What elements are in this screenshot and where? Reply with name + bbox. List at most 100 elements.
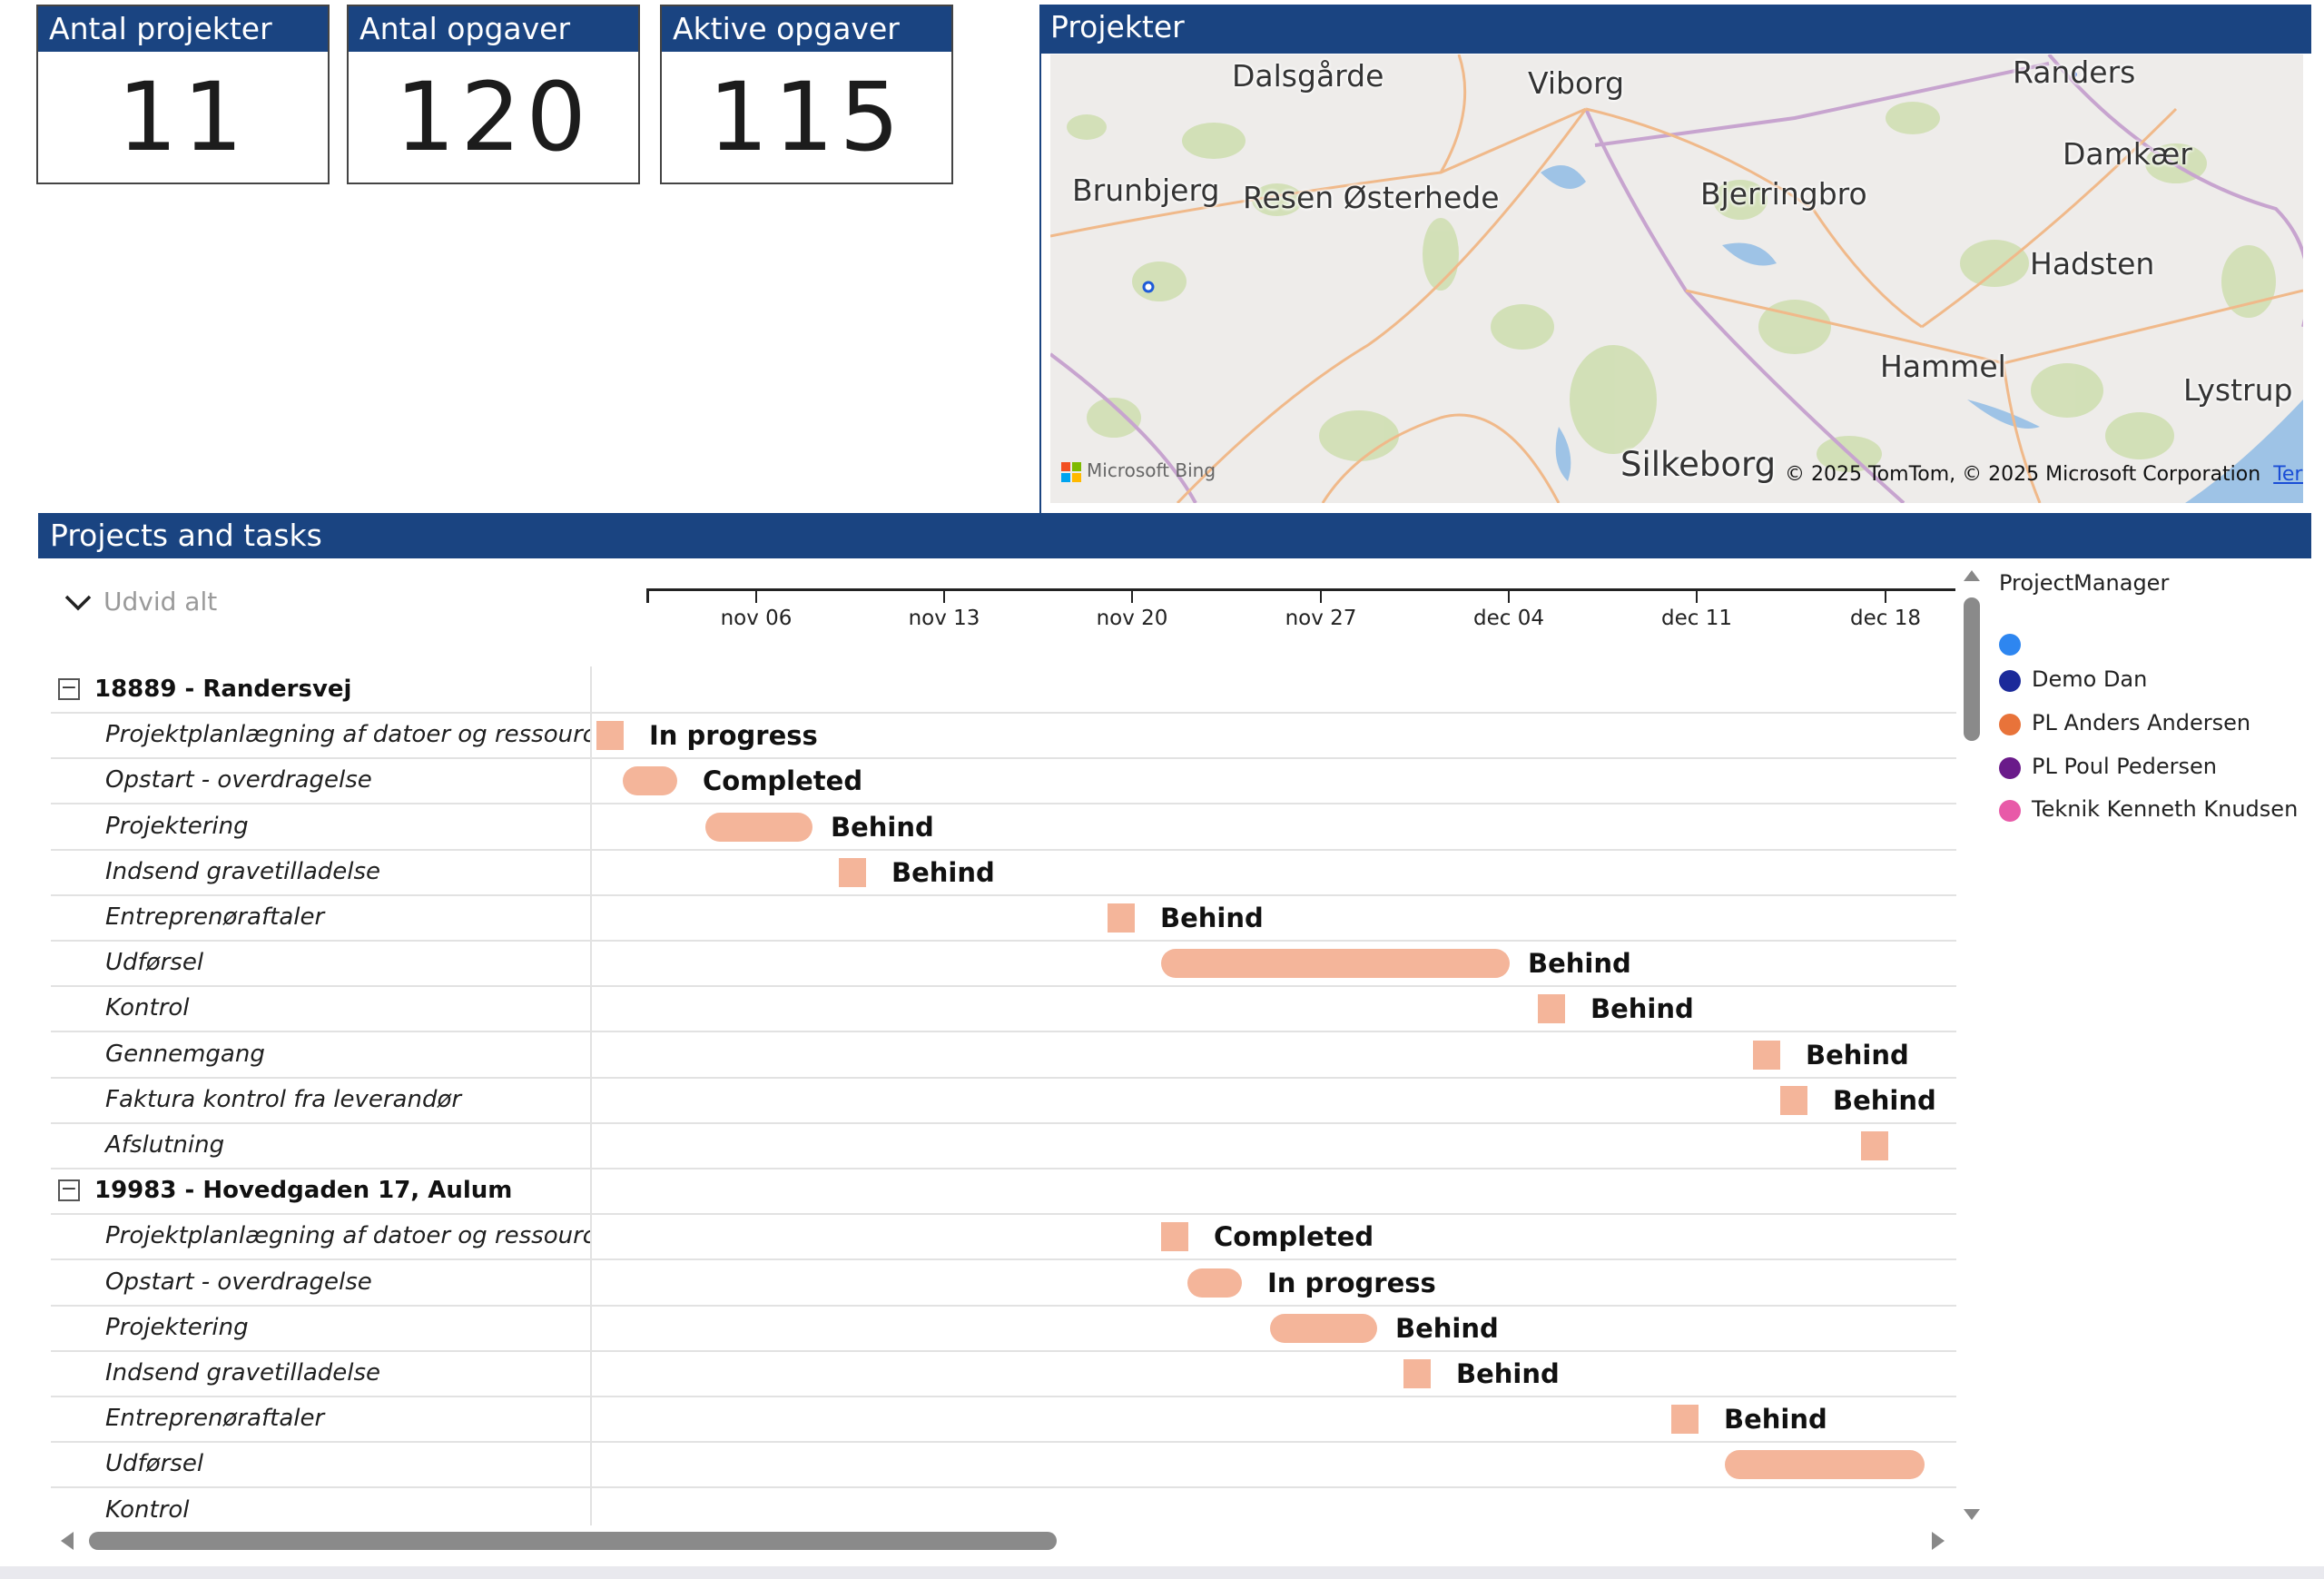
task-row[interactable]: Afslutning: [51, 1122, 1956, 1169]
task-bar[interactable]: [1187, 1268, 1242, 1298]
task-bar[interactable]: [839, 858, 866, 887]
collapse-icon[interactable]: −: [58, 678, 80, 700]
project-name: −19983 - Hovedgaden 17, Aulum: [51, 1168, 592, 1213]
task-row[interactable]: Indsend gravetilladelse Behind: [51, 849, 1956, 896]
task-status-label: In progress: [1267, 1268, 1436, 1298]
map-logo: Microsoft Bing: [1061, 459, 1216, 482]
task-row[interactable]: Projektplanlægning af datoer og ressourc…: [51, 712, 1956, 759]
task-bar[interactable]: [1161, 949, 1510, 978]
map-view[interactable]: Dalsgårde Viborg Randers Brunbjerg Resen…: [1050, 54, 2303, 503]
row-label-text: Projektering: [105, 813, 249, 840]
row-label-text: Entreprenøraftaler: [105, 1405, 325, 1432]
vertical-scrollbar[interactable]: [1962, 567, 1982, 1524]
map-place: Randers: [2013, 54, 2136, 90]
timeline-tick: [755, 588, 757, 603]
row-label-text: Kontrol: [105, 1496, 190, 1524]
task-bar[interactable]: [1753, 1041, 1780, 1070]
task-status-label: Behind: [891, 857, 995, 888]
task-row[interactable]: Projektering Behind: [51, 804, 1956, 851]
task-row[interactable]: Opstart - overdragelse In progress: [51, 1259, 1956, 1307]
task-row[interactable]: Opstart - overdragelse Completed: [51, 757, 1956, 804]
task-name: Entreprenøraftaler: [51, 894, 592, 940]
timeline-axis: [646, 588, 1955, 591]
task-bar[interactable]: [1108, 903, 1135, 933]
timeline-tick: [1696, 588, 1698, 603]
task-row[interactable]: Indsend gravetilladelse Behind: [51, 1350, 1956, 1397]
task-bar[interactable]: [1270, 1314, 1377, 1343]
project-row[interactable]: −19983 - Hovedgaden 17, Aulum: [51, 1168, 1956, 1215]
timeline-tick-label: nov 27: [1285, 607, 1357, 630]
map-terms-link[interactable]: Terms: [2273, 463, 2303, 486]
expand-all-button[interactable]: Udvid alt: [64, 587, 217, 617]
task-row[interactable]: Projektering Behind: [51, 1305, 1956, 1352]
timeline-tick: [943, 588, 945, 603]
task-bar[interactable]: [623, 766, 677, 795]
kpi-label: Antal projekter: [38, 6, 328, 52]
task-row[interactable]: Gennemgang Behind: [51, 1031, 1956, 1079]
task-name: Indsend gravetilladelse: [51, 849, 592, 894]
scroll-down-icon[interactable]: [1962, 1507, 1982, 1524]
task-bar[interactable]: [1725, 1450, 1925, 1479]
task-row[interactable]: Udførsel: [51, 1441, 1956, 1488]
scroll-right-icon[interactable]: [1929, 1530, 1947, 1552]
map-attribution-text: © 2025 TomTom, © 2025 Microsoft Corporat…: [1785, 463, 2261, 486]
timeline-tick-label: dec 04: [1473, 607, 1544, 630]
task-bar[interactable]: [1861, 1131, 1888, 1160]
horizontal-scroll-thumb[interactable]: [89, 1532, 1057, 1550]
row-label-text: Indsend gravetilladelse: [105, 858, 381, 885]
legend-color-dot-icon: [1999, 670, 2021, 692]
task-bar[interactable]: [596, 721, 624, 750]
task-name: Udførsel: [51, 940, 592, 985]
task-name: Gennemgang: [51, 1031, 592, 1077]
map-logo-text: Microsoft Bing: [1087, 459, 1216, 481]
task-bar[interactable]: [1538, 994, 1565, 1023]
map-place: Brunbjerg: [1072, 173, 1220, 208]
scroll-up-icon[interactable]: [1962, 567, 1982, 583]
task-name: Afslutning: [51, 1122, 592, 1168]
map-title: Projekter: [1039, 5, 2311, 54]
legend-label: PL Anders Andersen: [2032, 710, 2251, 735]
task-name: Udførsel: [51, 1441, 592, 1486]
task-bar[interactable]: [1671, 1405, 1699, 1434]
task-row[interactable]: Udførsel Behind: [51, 940, 1956, 987]
task-name: Projektering: [51, 804, 592, 849]
row-label-text: Udførsel: [105, 1450, 204, 1477]
vertical-scroll-thumb[interactable]: [1964, 597, 1980, 741]
task-name: Opstart - overdragelse: [51, 757, 592, 803]
gantt-title: Projects and tasks: [38, 513, 2311, 558]
row-label-text: Udførsel: [105, 949, 204, 976]
row-label-text: Opstart - overdragelse: [105, 1268, 372, 1296]
task-bar[interactable]: [1780, 1086, 1807, 1115]
task-status-label: Behind: [1160, 903, 1264, 933]
map-place: Viborg: [1528, 65, 1625, 101]
task-row[interactable]: Entreprenøraftaler Behind: [51, 894, 1956, 942]
task-row[interactable]: Faktura kontrol fra leverandør Behind: [51, 1077, 1956, 1124]
map-place: Damkær: [2063, 136, 2192, 172]
task-status-label: Behind: [1724, 1404, 1827, 1435]
task-name: Indsend gravetilladelse: [51, 1350, 592, 1396]
task-row[interactable]: Projektplanlægning af datoer og ressourc…: [51, 1213, 1956, 1260]
project-row[interactable]: −18889 - Randersvej: [51, 666, 1956, 714]
task-name: Opstart - overdragelse: [51, 1259, 592, 1305]
timeline-tick-label: nov 20: [1096, 607, 1168, 630]
task-row[interactable]: Kontrol Behind: [51, 985, 1956, 1032]
kpi-label: Antal opgaver: [349, 6, 638, 52]
scroll-left-icon[interactable]: [58, 1530, 76, 1552]
kpi-card-tasks: Antal opgaver 120: [347, 5, 640, 184]
gantt-grid: −18889 - Randersvej Projektplanlægning af…: [51, 666, 1956, 1525]
collapse-icon[interactable]: −: [58, 1179, 80, 1201]
task-status-label: Behind: [1806, 1040, 1909, 1071]
row-label-text: Kontrol: [105, 994, 190, 1021]
timeline-axis-start: [646, 588, 649, 603]
task-bar[interactable]: [1161, 1222, 1188, 1251]
task-bar[interactable]: [705, 813, 812, 842]
task-row[interactable]: Kontrol: [51, 1487, 1956, 1525]
timeline-tick-label: nov 06: [720, 607, 793, 630]
task-row[interactable]: Entreprenøraftaler Behind: [51, 1396, 1956, 1443]
map-place: Hadsten: [2030, 246, 2155, 281]
legend-color-dot-icon: [1999, 757, 2021, 779]
map-place: Silkeborg: [1620, 445, 1777, 484]
task-name: Projektplanlægning af datoer og ressourc…: [51, 712, 592, 757]
task-bar[interactable]: [1403, 1359, 1431, 1388]
map-place: Hammel: [1880, 349, 2006, 384]
